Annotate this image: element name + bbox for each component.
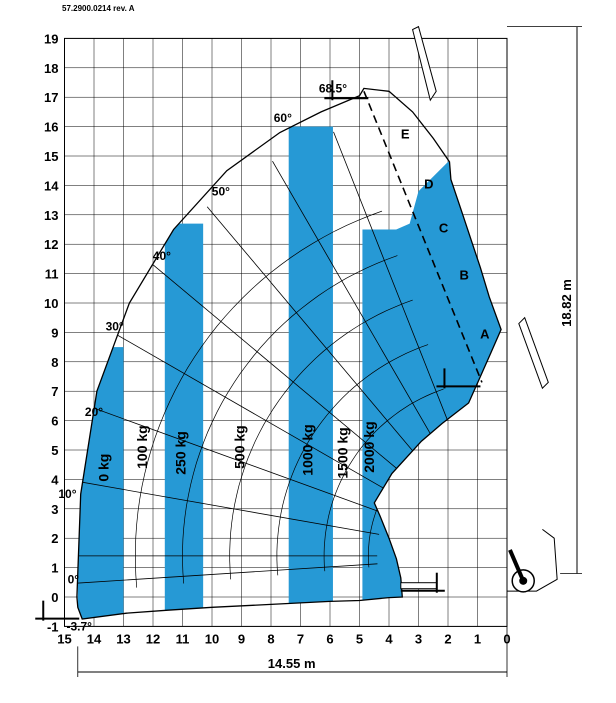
extension-label-b: B [460, 267, 469, 282]
x-tick-label: 14 [87, 631, 102, 646]
y-tick-label: 0 [51, 590, 58, 605]
y-tick-label: 9 [51, 325, 58, 340]
boom-head [436, 368, 481, 389]
load-zone-label: 1000 kg [299, 424, 315, 475]
y-tick-label: 6 [51, 414, 58, 429]
y-tick-label: -1 [47, 619, 59, 634]
grid [64, 37, 508, 627]
arc-lines [76, 91, 483, 588]
load-zone-label: 2000 kg [361, 421, 377, 472]
extension-label-c: C [439, 220, 449, 235]
boom-angle-line [333, 131, 457, 442]
boom-angle-label: 20° [85, 405, 103, 419]
load-zone-fill [164, 223, 204, 619]
boom-angle-label: 50° [212, 184, 230, 198]
boom-radius-arc [276, 344, 429, 576]
x-tick-label: 13 [116, 631, 130, 646]
x-tick-label: 3 [415, 631, 422, 646]
y-tick-label: 15 [44, 149, 58, 164]
load-zones [77, 126, 502, 619]
document-code: 57.2900.0214 rev. A [62, 4, 135, 13]
boom-angle-label: 68.5° [319, 81, 347, 95]
boom-angle-label: 60° [274, 111, 292, 125]
load-zone-fill [77, 347, 124, 619]
x-tick-label: 8 [267, 631, 274, 646]
plot-frame [64, 37, 508, 627]
y-tick-label: 3 [51, 502, 58, 517]
zone-fill-group [77, 126, 502, 619]
fork-carriage [400, 582, 438, 590]
x-tick-label: 9 [238, 631, 245, 646]
y-tick-label: 14 [44, 178, 59, 193]
boom-angle-line [104, 327, 394, 495]
load-zone-label: 250 kg [172, 431, 188, 475]
y-tick-label: 2 [51, 531, 58, 546]
x-tick-label: 6 [326, 631, 333, 646]
boom-angle-line [76, 563, 378, 586]
envelope-path [76, 87, 502, 620]
x-tick-label: 5 [356, 631, 363, 646]
extension-label-d: D [424, 176, 433, 191]
y-tick-label: 18 [44, 61, 58, 76]
boom-angle-label: 10° [58, 487, 76, 501]
y-tick-label: 10 [44, 296, 58, 311]
boom-radius-arc [323, 388, 444, 572]
fork-vertical-right [518, 316, 549, 390]
x-tick-label: 11 [176, 631, 190, 646]
x-tick-label: 2 [444, 631, 451, 646]
x-tick-label: 15 [57, 631, 71, 646]
y-tick-label: 19 [44, 31, 58, 46]
machine-drawing [35, 25, 558, 621]
y-tick-label: 11 [45, 267, 59, 282]
load-zone-label: 1500 kg [335, 427, 351, 478]
y-tick-label: 17 [44, 90, 58, 105]
boom-head [35, 600, 80, 621]
boom-angle-line [206, 206, 422, 462]
boom-angle-label: 30° [106, 320, 124, 334]
y-tick-label: 5 [51, 443, 58, 458]
y-tick-label: 4 [51, 472, 59, 487]
retracted-boom-line [363, 91, 483, 383]
max-height-label: 18.82 m [559, 279, 574, 327]
boom-angle-label: 40° [153, 249, 171, 263]
boom-head [400, 572, 445, 593]
x-tick-label: 12 [146, 631, 160, 646]
horizontal-reach-label: 14.55 m [268, 656, 316, 671]
y-tick-label: 8 [51, 355, 58, 370]
y-tick-label: 7 [51, 384, 58, 399]
boom-radius-arc [182, 255, 398, 584]
fork-vertical-top [412, 25, 437, 102]
y-tick-label: 16 [44, 120, 58, 135]
dimension-lines [77, 26, 582, 677]
boom-head [324, 80, 369, 101]
boom-radius-arc [229, 299, 413, 580]
x-tick-label: 0 [503, 631, 510, 646]
y-tick-label: 1 [51, 561, 58, 576]
boom-angle-line [150, 262, 407, 477]
boom-angle-line [272, 160, 440, 450]
extension-label-a: A [480, 326, 490, 341]
x-tick-label: 7 [297, 631, 304, 646]
y-tick-label: 12 [44, 237, 58, 252]
y-tick-label: 13 [44, 208, 58, 223]
x-tick-label: 10 [205, 631, 219, 646]
envelope-outline [76, 87, 502, 620]
boom-angle-line [76, 476, 380, 535]
load-zone-label: 100 kg [134, 425, 150, 469]
load-zone-label: 500 kg [231, 425, 247, 469]
load-zone-fill [288, 126, 333, 619]
boom-angle-label: 0° [68, 572, 80, 586]
boom-angle-line [76, 399, 385, 514]
load-zone-label: 0 kg [96, 454, 112, 482]
boom-base [508, 549, 526, 582]
x-tick-label: 1 [474, 631, 481, 646]
boom-angle-label: -3.7° [67, 619, 93, 633]
extension-label-e: E [401, 126, 410, 141]
x-tick-label: 4 [385, 631, 393, 646]
chart-labels: 15 14 13 12 11 10 9 8 7 6 5 4 3 2 1 0-10123456789101112… [44, 31, 574, 671]
boom-radius-arc [135, 210, 383, 588]
